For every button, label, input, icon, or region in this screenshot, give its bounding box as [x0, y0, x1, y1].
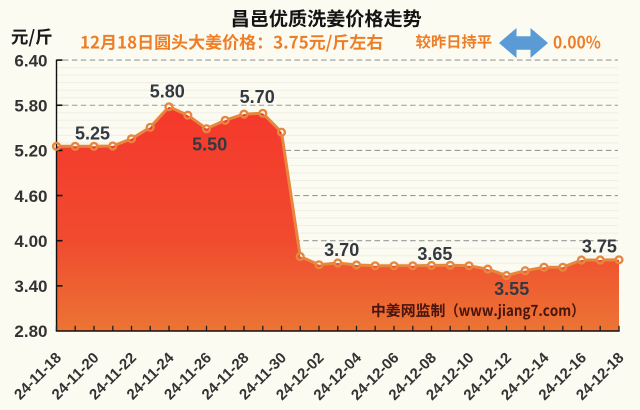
svg-text:5.25: 5.25 — [75, 124, 110, 144]
svg-text:4.60: 4.60 — [14, 187, 47, 206]
svg-text:5.70: 5.70 — [240, 87, 275, 107]
svg-text:3.55: 3.55 — [494, 279, 529, 299]
svg-text:6.40: 6.40 — [14, 51, 47, 70]
svg-text:3.70: 3.70 — [324, 240, 359, 260]
svg-text:2.80: 2.80 — [14, 322, 47, 341]
svg-text:5.80: 5.80 — [150, 82, 185, 102]
svg-text:5.50: 5.50 — [192, 135, 227, 155]
svg-text:5.80: 5.80 — [14, 96, 47, 115]
svg-text:3.65: 3.65 — [417, 244, 452, 264]
svg-text:3.40: 3.40 — [14, 277, 47, 296]
svg-text:3.75: 3.75 — [582, 237, 617, 257]
svg-text:4.00: 4.00 — [14, 232, 47, 251]
svg-text:5.20: 5.20 — [14, 142, 47, 161]
